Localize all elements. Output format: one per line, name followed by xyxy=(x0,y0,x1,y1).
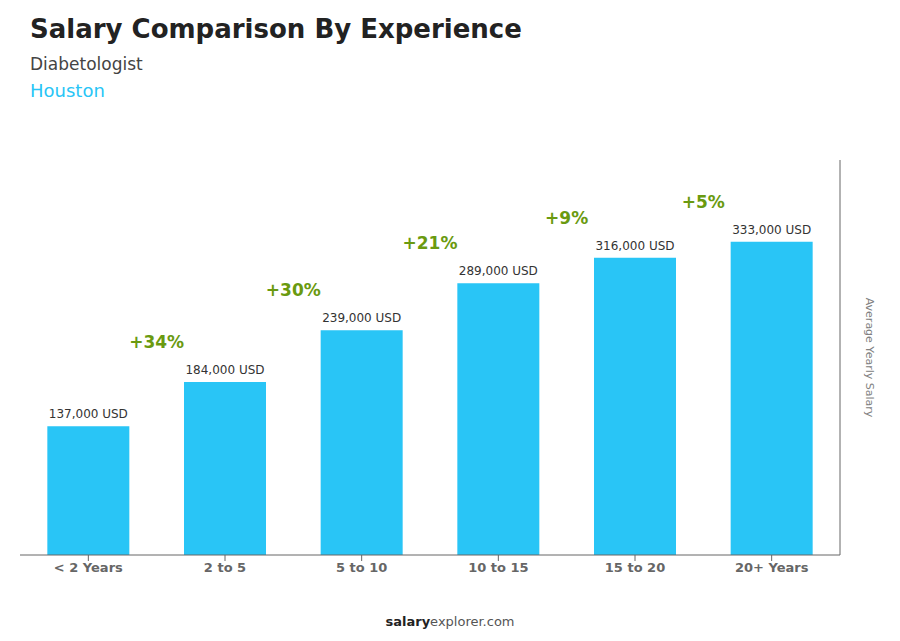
html-text:Diabetologist: Diabetologist xyxy=(30,54,143,74)
svg-text:15 to 20: 15 to 20 xyxy=(605,560,665,575)
svg-text:239,000 USD: 239,000 USD xyxy=(322,311,401,325)
html-text:Houston: Houston xyxy=(30,80,105,101)
svg-text:5 to 10: 5 to 10 xyxy=(336,560,387,575)
svg-text:+9%: +9% xyxy=(545,208,588,228)
svg-text:< 2 Years: < 2 Years xyxy=(54,560,123,575)
html-text:Salary Comparison By Experienc: Salary Comparison By Experience xyxy=(30,14,522,44)
svg-text:10 to 15: 10 to 15 xyxy=(468,560,528,575)
svg-text:316,000 USD: 316,000 USD xyxy=(595,239,674,253)
svg-text:20+ Years: 20+ Years xyxy=(735,560,809,575)
svg-text:+5%: +5% xyxy=(682,192,725,212)
svg-text:184,000 USD: 184,000 USD xyxy=(185,363,264,377)
svg-text:Average Yearly Salary: Average Yearly Salary xyxy=(863,298,876,418)
svg-text:137,000 USD: 137,000 USD xyxy=(49,407,128,421)
svg-text:+21%: +21% xyxy=(403,233,458,253)
html-text:salary explorer.com: salary explorer.com xyxy=(385,614,515,629)
svg-text:+34%: +34% xyxy=(129,332,184,352)
svg-text:333,000 USD: 333,000 USD xyxy=(732,223,811,237)
svg-text:2 to 5: 2 to 5 xyxy=(204,560,246,575)
svg-text:+30%: +30% xyxy=(266,280,321,300)
svg-text:289,000 USD: 289,000 USD xyxy=(459,264,538,278)
